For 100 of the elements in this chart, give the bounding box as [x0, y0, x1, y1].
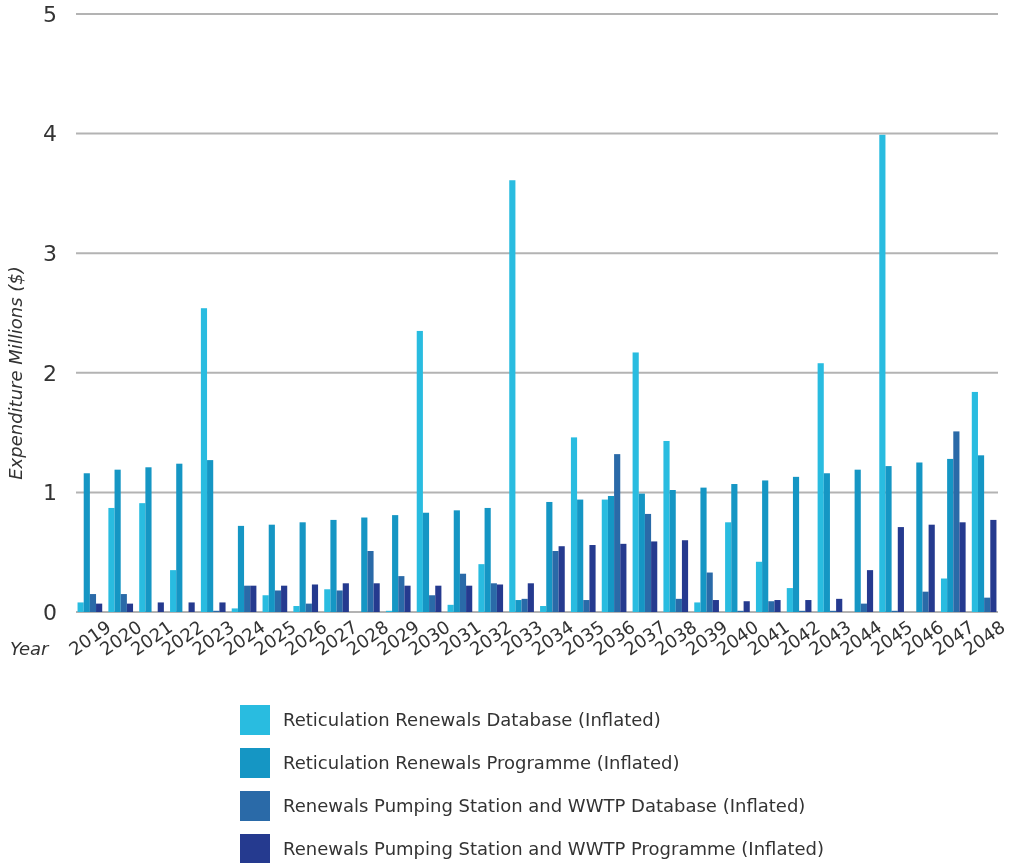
bar	[694, 602, 701, 612]
y-tick-label: 3	[43, 240, 57, 266]
bar	[984, 597, 991, 612]
legend-label: Reticulation Renewals Programme (Inflated)	[283, 752, 680, 774]
bar	[521, 598, 528, 612]
bar	[644, 513, 652, 612]
bar	[293, 606, 300, 612]
bar	[484, 507, 491, 612]
bar	[768, 601, 775, 612]
bar	[651, 541, 658, 612]
bar	[453, 510, 460, 612]
x-axis-title: Year	[10, 638, 51, 659]
bar	[959, 522, 966, 612]
bar	[854, 469, 861, 612]
bar	[509, 180, 516, 612]
bar	[897, 527, 904, 612]
bar	[429, 595, 436, 612]
bar	[77, 602, 84, 612]
bar	[589, 545, 596, 612]
bar	[170, 570, 177, 612]
bar	[231, 608, 238, 612]
bar	[496, 584, 504, 612]
bar	[281, 585, 288, 612]
bar	[922, 591, 929, 612]
bar	[632, 352, 639, 612]
y-axis-title: Expenditure Millions ($)	[5, 266, 26, 480]
bar	[743, 601, 750, 612]
bar	[792, 476, 800, 612]
bar	[552, 551, 559, 612]
bar	[83, 473, 90, 612]
bar	[866, 570, 874, 612]
bar	[447, 604, 454, 612]
bar	[675, 598, 682, 612]
bar	[342, 583, 349, 612]
bar	[466, 585, 473, 612]
bar	[490, 583, 497, 612]
bar	[244, 585, 251, 612]
bar	[971, 391, 978, 612]
bar	[620, 543, 627, 612]
bar	[96, 603, 103, 612]
bar	[478, 564, 485, 612]
y-tick-label: 0	[43, 599, 57, 625]
y-tick-label: 1	[43, 480, 57, 506]
bar	[145, 467, 152, 612]
bar	[823, 473, 830, 612]
bar	[540, 606, 547, 612]
bar	[558, 546, 565, 612]
bar	[977, 455, 985, 612]
bar	[786, 588, 793, 612]
bar	[577, 499, 584, 612]
bar	[725, 522, 732, 612]
bar	[601, 499, 608, 612]
bar	[200, 308, 208, 612]
bar	[614, 454, 621, 612]
bar	[663, 440, 670, 612]
bar	[836, 598, 843, 612]
bar	[219, 602, 226, 612]
bar	[274, 590, 282, 612]
bar	[817, 363, 824, 612]
y-tick-label: 4	[43, 121, 57, 147]
bar	[262, 595, 269, 612]
bar	[570, 437, 578, 612]
bar	[336, 590, 343, 612]
bar	[990, 519, 997, 612]
legend-label: Renewals Pumping Station and WWTP Database (Inflated)	[283, 795, 806, 817]
bar	[398, 576, 405, 612]
bar	[404, 585, 411, 612]
bar	[373, 583, 380, 612]
bar	[311, 584, 319, 612]
bar	[947, 458, 954, 612]
bar	[860, 603, 867, 612]
bar	[700, 487, 707, 612]
bar	[305, 603, 312, 612]
bar	[237, 525, 245, 612]
bar	[879, 134, 886, 612]
bar	[669, 490, 676, 612]
legend-label: Renewals Pumping Station and WWTP Programme (Inflated)	[283, 838, 825, 860]
bar	[108, 507, 115, 612]
bar	[940, 578, 948, 612]
bar	[953, 431, 960, 612]
bar	[120, 594, 127, 612]
bar	[435, 585, 442, 612]
bar	[583, 600, 590, 612]
bar	[367, 551, 374, 612]
legend-label: Reticulation Renewals Database (Inflated)	[283, 709, 661, 731]
bar	[422, 512, 430, 612]
bar	[459, 573, 467, 612]
bar	[188, 602, 195, 612]
bar	[928, 524, 935, 612]
bar	[546, 501, 553, 612]
bar	[250, 585, 257, 612]
bar	[515, 600, 522, 612]
bar	[114, 469, 121, 612]
bar	[755, 561, 763, 612]
bar	[126, 603, 134, 612]
bar	[805, 600, 812, 612]
bar	[762, 480, 769, 612]
bar	[885, 466, 892, 612]
bar	[207, 460, 214, 612]
bar	[731, 484, 738, 612]
